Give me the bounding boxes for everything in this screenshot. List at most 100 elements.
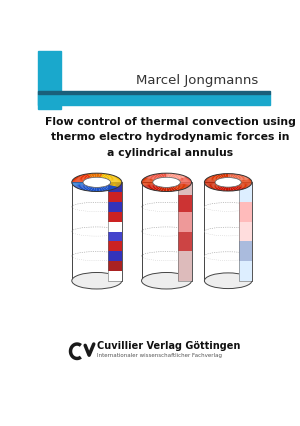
Polygon shape <box>212 186 220 189</box>
Bar <box>38 51 61 109</box>
Polygon shape <box>178 178 190 180</box>
Polygon shape <box>167 173 170 177</box>
Polygon shape <box>109 178 120 180</box>
Polygon shape <box>105 186 115 190</box>
Bar <box>108 261 122 264</box>
Text: Cuvillier Verlag Göttingen: Cuvillier Verlag Göttingen <box>98 341 241 351</box>
Polygon shape <box>233 174 240 178</box>
Bar <box>178 186 191 189</box>
Polygon shape <box>160 173 165 178</box>
Polygon shape <box>176 185 186 189</box>
Polygon shape <box>209 185 219 188</box>
Bar <box>178 242 191 245</box>
Bar <box>178 274 191 277</box>
Polygon shape <box>241 183 252 184</box>
Bar <box>178 254 191 258</box>
Bar <box>178 271 191 274</box>
Polygon shape <box>110 181 122 182</box>
Polygon shape <box>73 184 84 186</box>
Polygon shape <box>232 187 237 191</box>
Polygon shape <box>87 173 93 178</box>
Bar <box>108 232 122 235</box>
Bar <box>238 232 252 235</box>
Polygon shape <box>151 186 160 190</box>
Polygon shape <box>180 182 191 184</box>
Bar <box>238 215 252 219</box>
Polygon shape <box>205 183 215 184</box>
Bar <box>178 277 191 281</box>
Polygon shape <box>154 174 161 178</box>
Polygon shape <box>79 175 88 179</box>
Polygon shape <box>241 181 252 182</box>
Polygon shape <box>180 181 191 182</box>
Bar <box>178 245 191 248</box>
Bar <box>178 251 191 254</box>
Bar <box>238 225 252 228</box>
Bar <box>178 199 191 202</box>
Bar <box>108 225 122 228</box>
Bar <box>238 202 252 205</box>
Text: Internationaler wissenschaftlicher Fachverlag: Internationaler wissenschaftlicher Fachv… <box>98 353 223 358</box>
Bar <box>238 199 252 202</box>
Ellipse shape <box>72 273 122 289</box>
Polygon shape <box>75 185 86 188</box>
Polygon shape <box>145 177 156 180</box>
Polygon shape <box>99 173 103 178</box>
Bar <box>238 271 252 274</box>
Polygon shape <box>72 182 83 184</box>
Polygon shape <box>235 175 243 178</box>
Bar <box>238 258 252 261</box>
Bar <box>178 268 191 271</box>
Bar <box>108 235 122 238</box>
Polygon shape <box>142 179 154 181</box>
Polygon shape <box>100 173 106 178</box>
Polygon shape <box>209 176 219 179</box>
Bar <box>38 94 270 105</box>
Ellipse shape <box>204 273 252 288</box>
Polygon shape <box>147 185 157 189</box>
Bar <box>178 192 191 196</box>
Bar <box>142 182 191 281</box>
Polygon shape <box>154 187 161 191</box>
Bar <box>238 219 252 222</box>
Polygon shape <box>230 174 234 178</box>
Bar <box>108 245 122 248</box>
Bar <box>108 277 122 281</box>
Polygon shape <box>204 182 215 184</box>
Polygon shape <box>168 173 173 178</box>
Polygon shape <box>110 179 121 181</box>
Bar <box>108 182 122 186</box>
Polygon shape <box>170 173 176 178</box>
Polygon shape <box>110 180 122 181</box>
Bar <box>108 258 122 261</box>
Polygon shape <box>74 178 85 180</box>
Polygon shape <box>74 184 85 187</box>
Bar <box>178 215 191 219</box>
Bar <box>108 219 122 222</box>
Polygon shape <box>241 182 252 184</box>
Text: Flow control of thermal convection using: Flow control of thermal convection using <box>45 117 296 127</box>
Polygon shape <box>142 181 153 182</box>
Ellipse shape <box>142 273 191 289</box>
Bar <box>238 264 252 268</box>
Polygon shape <box>170 187 176 191</box>
Bar <box>178 189 191 192</box>
Polygon shape <box>173 174 182 178</box>
Bar <box>108 251 122 254</box>
Bar <box>238 228 252 232</box>
Polygon shape <box>104 186 112 190</box>
Bar <box>108 215 122 219</box>
Polygon shape <box>90 173 95 178</box>
Bar <box>238 192 252 196</box>
Polygon shape <box>108 185 118 188</box>
Polygon shape <box>168 187 173 191</box>
Polygon shape <box>72 181 83 182</box>
Bar <box>108 254 122 258</box>
Bar <box>238 251 252 254</box>
Bar <box>238 186 252 189</box>
Polygon shape <box>219 174 225 178</box>
Bar <box>178 258 191 261</box>
Polygon shape <box>172 174 179 178</box>
Bar <box>238 182 252 186</box>
Polygon shape <box>228 187 231 191</box>
